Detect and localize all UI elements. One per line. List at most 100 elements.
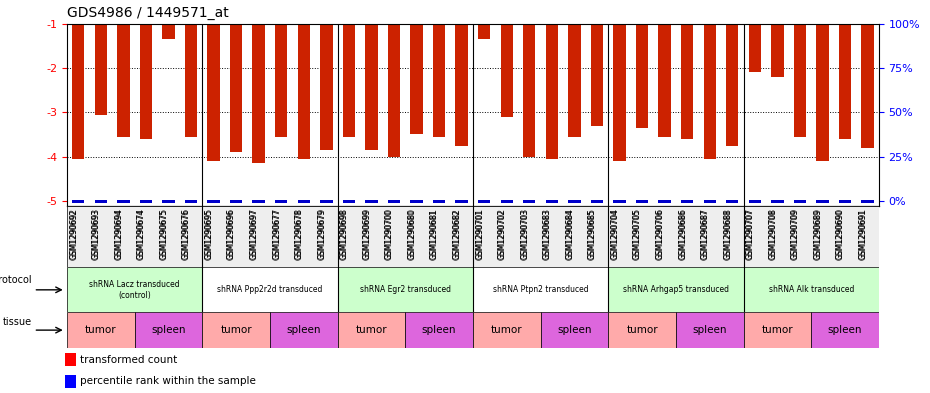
Text: tissue: tissue <box>3 317 33 327</box>
Bar <box>568 24 580 137</box>
Bar <box>743 312 811 348</box>
Text: GSM1290690: GSM1290690 <box>836 209 845 261</box>
Bar <box>861 200 874 203</box>
Text: protocol: protocol <box>0 275 33 285</box>
Bar <box>252 200 265 203</box>
Text: GSM1290682: GSM1290682 <box>453 208 461 259</box>
Text: GSM1290706: GSM1290706 <box>656 208 665 259</box>
Bar <box>65 353 76 366</box>
Text: GSM1290683: GSM1290683 <box>543 208 551 259</box>
Bar <box>771 24 784 77</box>
Bar <box>338 267 472 312</box>
Bar <box>749 24 761 72</box>
Bar <box>207 200 219 203</box>
Bar <box>202 206 338 267</box>
Bar <box>72 24 85 159</box>
Bar <box>410 200 423 203</box>
Text: GSM1290676: GSM1290676 <box>182 208 191 259</box>
Bar <box>117 24 129 137</box>
Text: GSM1290707: GSM1290707 <box>746 208 755 259</box>
Text: GSM1290705: GSM1290705 <box>633 209 642 261</box>
Bar <box>298 200 310 203</box>
Bar <box>839 200 851 203</box>
Text: transformed count: transformed count <box>80 354 178 365</box>
Bar <box>207 24 219 161</box>
Bar <box>472 312 540 348</box>
Text: GSM1290700: GSM1290700 <box>385 209 394 261</box>
Text: GSM1290684: GSM1290684 <box>565 208 575 259</box>
Bar <box>749 200 761 203</box>
Bar <box>472 206 608 267</box>
Text: GSM1290674: GSM1290674 <box>137 208 146 259</box>
Text: GSM1290685: GSM1290685 <box>588 208 597 259</box>
Text: GSM1290708: GSM1290708 <box>768 208 777 259</box>
Bar <box>456 24 468 145</box>
Bar <box>636 200 648 203</box>
Text: tumor: tumor <box>626 325 658 335</box>
Bar <box>342 24 355 137</box>
Bar <box>817 200 829 203</box>
Bar <box>478 200 490 203</box>
Text: GSM1290679: GSM1290679 <box>317 209 326 261</box>
Bar <box>591 200 604 203</box>
Text: GSM1290688: GSM1290688 <box>724 208 732 259</box>
Text: GSM1290692: GSM1290692 <box>69 208 78 259</box>
Bar <box>95 24 107 114</box>
Text: shRNA Arhgap5 transduced: shRNA Arhgap5 transduced <box>623 285 729 294</box>
Text: GSM1290683: GSM1290683 <box>543 209 551 261</box>
Bar <box>839 24 851 139</box>
Bar <box>817 24 829 161</box>
Bar <box>703 24 716 159</box>
Text: spleen: spleen <box>422 325 457 335</box>
Text: tumor: tumor <box>762 325 793 335</box>
Bar <box>500 24 513 117</box>
Text: spleen: spleen <box>693 325 727 335</box>
Text: tumor: tumor <box>220 325 252 335</box>
Text: GSM1290677: GSM1290677 <box>272 208 281 259</box>
Text: GSM1290686: GSM1290686 <box>678 208 687 259</box>
Bar <box>743 206 879 267</box>
Text: GSM1290696: GSM1290696 <box>227 208 236 259</box>
Bar <box>67 312 135 348</box>
Bar <box>540 312 608 348</box>
Bar <box>140 200 153 203</box>
Bar <box>230 200 243 203</box>
Text: GSM1290696: GSM1290696 <box>227 209 236 261</box>
Text: tumor: tumor <box>355 325 387 335</box>
Bar <box>591 24 604 126</box>
Bar <box>342 200 355 203</box>
Bar <box>726 200 738 203</box>
Bar <box>410 24 423 134</box>
Text: GSM1290702: GSM1290702 <box>498 208 507 259</box>
Bar <box>613 200 626 203</box>
Bar <box>546 200 558 203</box>
Bar <box>65 375 76 387</box>
Bar <box>523 200 536 203</box>
Text: GSM1290684: GSM1290684 <box>565 209 575 261</box>
Bar <box>95 200 107 203</box>
Bar <box>478 24 490 39</box>
Bar <box>456 200 468 203</box>
Text: GSM1290685: GSM1290685 <box>588 209 597 261</box>
Bar <box>275 200 287 203</box>
Text: GSM1290674: GSM1290674 <box>137 209 146 261</box>
Text: GDS4986 / 1449571_at: GDS4986 / 1449571_at <box>67 6 229 20</box>
Text: GSM1290704: GSM1290704 <box>610 208 619 259</box>
Bar <box>432 24 445 137</box>
Bar <box>117 200 129 203</box>
Bar <box>636 24 648 128</box>
Text: spleen: spleen <box>828 325 862 335</box>
Bar <box>230 24 243 152</box>
Bar <box>67 206 202 267</box>
Text: GSM1290693: GSM1290693 <box>92 209 100 261</box>
Bar <box>405 312 472 348</box>
Bar <box>365 24 378 150</box>
Bar <box>793 24 806 137</box>
Text: spleen: spleen <box>557 325 591 335</box>
Text: GSM1290705: GSM1290705 <box>633 208 642 259</box>
Text: GSM1290677: GSM1290677 <box>272 209 281 261</box>
Text: GSM1290689: GSM1290689 <box>814 208 822 259</box>
Text: GSM1290694: GSM1290694 <box>114 209 124 261</box>
Bar <box>658 24 671 137</box>
Text: GSM1290678: GSM1290678 <box>295 209 304 261</box>
